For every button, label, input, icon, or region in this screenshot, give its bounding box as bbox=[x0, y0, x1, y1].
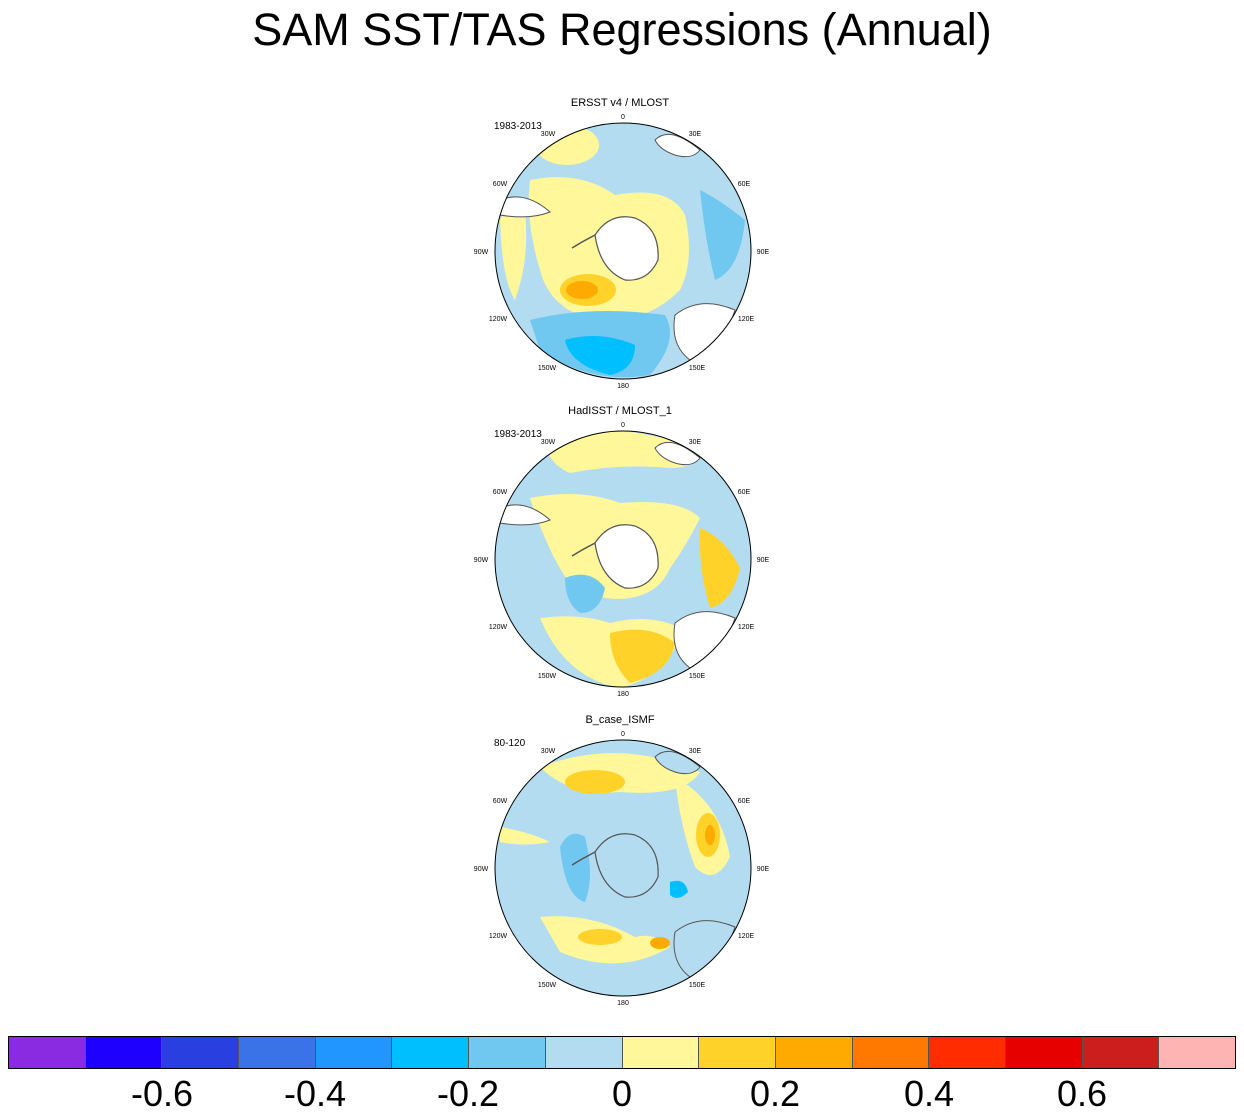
colorbar-box bbox=[469, 1037, 546, 1068]
colorbar-label: 0.4 bbox=[903, 1073, 955, 1114]
map-panel-ersst: ERSST v4 / MLOST 1983-2013 0 30E 60E 90E… bbox=[470, 97, 770, 400]
lon-label: 0 bbox=[621, 114, 625, 121]
figure-title: SAM SST/TAS Regressions (Annual) bbox=[252, 4, 992, 55]
colorbar-box bbox=[315, 1037, 393, 1068]
map-panel-hadisst: HadISST / MLOST_1 1983-2013 0 30E 60E 90… bbox=[470, 405, 770, 708]
lon-label: 30W bbox=[541, 131, 556, 138]
lon-label: 30W bbox=[541, 748, 556, 755]
lon-label: 150E bbox=[689, 982, 706, 989]
lon-label: 60W bbox=[493, 489, 508, 496]
lon-label: 120W bbox=[489, 624, 508, 631]
panel-title: ERSST v4 / MLOST bbox=[570, 97, 670, 109]
lon-label: 60W bbox=[493, 181, 508, 188]
polar-map: 0 30E 60E 90E 120E 150E 180 150W 120W 90… bbox=[474, 422, 770, 698]
lon-label: 120E bbox=[738, 316, 755, 323]
colorbar-box bbox=[85, 1037, 163, 1068]
colorbar-box bbox=[699, 1037, 776, 1068]
colorbar-label: -0.4 bbox=[283, 1073, 347, 1114]
map-panel-bcase: B_case_ISMF 80-120 0 30E 60E 90E bbox=[470, 714, 770, 1017]
colorbar-label: 0.6 bbox=[1056, 1073, 1108, 1114]
colorbar-box bbox=[392, 1037, 470, 1068]
lon-label: 180 bbox=[617, 691, 629, 698]
lon-label: 0 bbox=[621, 422, 625, 429]
colorbar-label: -0.2 bbox=[436, 1073, 500, 1114]
panel-period: 1983-2013 bbox=[494, 121, 542, 132]
polar-map: 0 30E 60E 90E 120E 150E 180 150W 120W 90… bbox=[474, 731, 770, 1007]
lon-label: 180 bbox=[617, 383, 629, 390]
colorbar-box bbox=[775, 1037, 853, 1068]
lon-label: 180 bbox=[617, 1000, 629, 1007]
panel-period: 1983-2013 bbox=[494, 429, 542, 440]
lon-label: 0 bbox=[621, 731, 625, 738]
colorbar-box bbox=[239, 1037, 316, 1068]
lon-label: 150W bbox=[538, 982, 557, 989]
colorbar-label: -0.6 bbox=[130, 1073, 194, 1114]
panel-title: HadISST / MLOST_1 bbox=[568, 405, 672, 417]
colorbar-box bbox=[622, 1037, 700, 1068]
colorbar-box bbox=[929, 1037, 1006, 1068]
colorbar-box bbox=[162, 1037, 240, 1068]
lon-label: 150E bbox=[689, 673, 706, 680]
lon-label: 150E bbox=[689, 365, 706, 372]
lon-label: 30E bbox=[689, 439, 702, 446]
colorbar-label: 0.2 bbox=[749, 1073, 801, 1114]
colorbar-box bbox=[1005, 1037, 1083, 1068]
lon-label: 120E bbox=[738, 933, 755, 940]
lon-label: 30W bbox=[541, 439, 556, 446]
lon-label: 90E bbox=[757, 866, 770, 873]
lon-label: 90W bbox=[474, 249, 489, 256]
colorbar-box bbox=[1159, 1037, 1235, 1068]
polar-map: 0 30E 60E 90E 120E 150E 180 150W 120W 90… bbox=[474, 114, 770, 390]
colorbar bbox=[8, 1036, 1236, 1069]
lon-label: 30E bbox=[689, 131, 702, 138]
colorbar-box bbox=[852, 1037, 930, 1068]
colorbar-box bbox=[9, 1037, 86, 1068]
panel-period: 80-120 bbox=[494, 738, 526, 749]
lon-label: 90E bbox=[757, 249, 770, 256]
lon-label: 90W bbox=[474, 866, 489, 873]
lon-label: 120W bbox=[489, 933, 508, 940]
colorbar-box bbox=[1082, 1037, 1160, 1068]
colorbar-box bbox=[545, 1037, 623, 1068]
colorbar-label: 0 bbox=[611, 1073, 633, 1114]
lon-label: 150W bbox=[538, 673, 557, 680]
lon-label: 120E bbox=[738, 624, 755, 631]
lon-label: 120W bbox=[489, 316, 508, 323]
lon-label: 60E bbox=[738, 181, 751, 188]
lon-label: 150W bbox=[538, 365, 557, 372]
lon-label: 90W bbox=[474, 557, 489, 564]
lon-label: 60W bbox=[493, 798, 508, 805]
lon-label: 60E bbox=[738, 489, 751, 496]
lon-label: 60E bbox=[738, 798, 751, 805]
panel-title: B_case_ISMF bbox=[585, 714, 655, 726]
lon-label: 90E bbox=[757, 557, 770, 564]
lon-label: 30E bbox=[689, 748, 702, 755]
